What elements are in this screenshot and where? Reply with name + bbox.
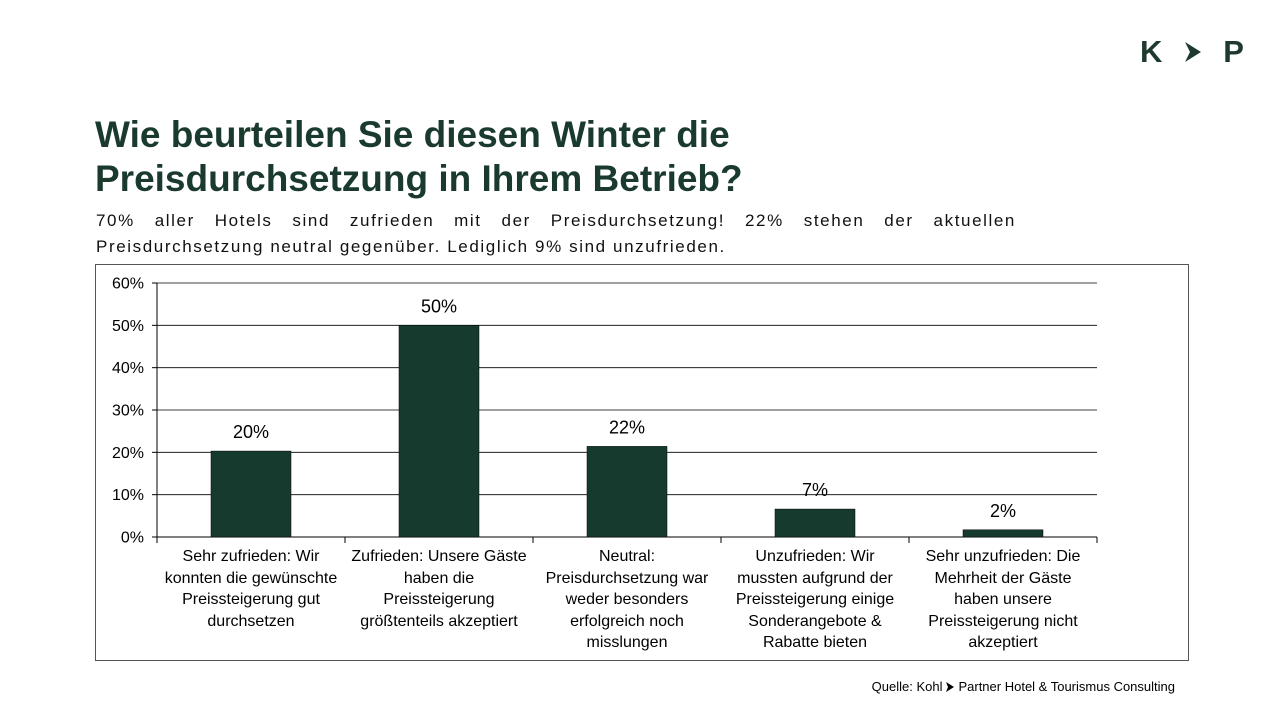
chevron-right-icon	[1184, 42, 1201, 62]
y-tick-label: 20%	[112, 445, 144, 462]
data-label: 20%	[233, 422, 269, 442]
bar	[962, 529, 1044, 538]
chevron-right-icon	[946, 682, 955, 692]
y-tick-label: 10%	[112, 487, 144, 504]
y-tick-label: 60%	[112, 276, 144, 293]
bar	[774, 508, 856, 538]
category-label: Sehr zufrieden: Wir konnten die gewünsch…	[164, 548, 338, 630]
data-label: 2%	[990, 501, 1016, 521]
category-label: Zufrieden: Unsere Gäste haben die Preiss…	[351, 548, 527, 630]
logo-letter-p: P	[1223, 34, 1244, 69]
bar	[586, 446, 668, 538]
page-title: Wie beurteilen Sie diesen Winter die Pre…	[95, 114, 743, 199]
category-label: Sehr unzufrieden: Die Mehrheit der Gäste…	[925, 548, 1081, 651]
page-subtitle: 70% aller Hotels sind zufrieden mit der …	[96, 211, 1016, 256]
category-label: Neutral: Preisdurchsetzung war weder bes…	[545, 548, 709, 651]
data-label: 7%	[802, 480, 828, 500]
source-suffix: Partner Hotel & Tourismus Consulting	[958, 679, 1175, 694]
bar	[398, 325, 480, 538]
y-tick-label: 50%	[112, 318, 144, 335]
chart-canvas: 0% 10% 20% 30% 40% 50% 60% 20% 50% 22% 7% 2%	[112, 276, 1098, 547]
source-note: Quelle: Kohl Partner Hotel & Tourismus Co…	[872, 679, 1175, 694]
y-tick-label: 0%	[121, 530, 144, 547]
bar	[210, 450, 292, 538]
bar-chart: 0% 10% 20% 30% 40% 50% 60% 20% 50% 22% 7% 2% Sehr z…	[95, 264, 1189, 661]
data-label: 22%	[609, 417, 645, 437]
y-tick-label: 40%	[112, 360, 144, 377]
source-prefix: Quelle: Kohl	[871, 679, 943, 694]
kp-logo: K P	[1140, 34, 1244, 70]
category-label: Unzufrieden: Wir mussten aufgrund der Pr…	[735, 548, 895, 651]
logo-letter-k: K	[1140, 34, 1163, 69]
y-tick-label: 30%	[112, 403, 144, 420]
data-label: 50%	[421, 296, 457, 316]
